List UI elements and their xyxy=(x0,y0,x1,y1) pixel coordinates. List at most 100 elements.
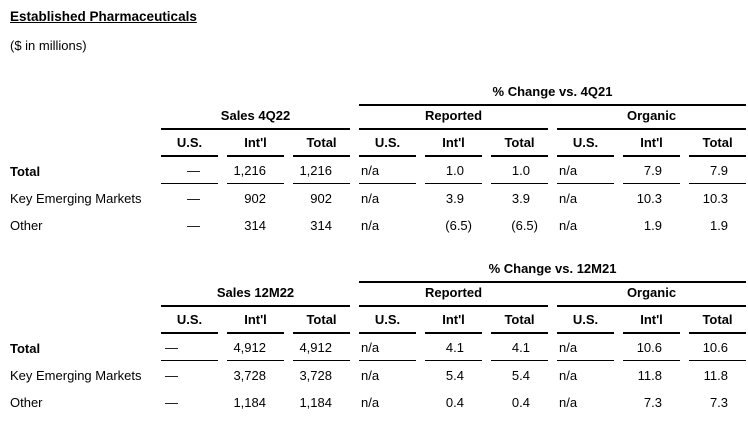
value-cell: — xyxy=(165,395,178,410)
spacer-cell xyxy=(10,257,350,283)
column-header-row: U.S. Int'l Total U.S. Int'l Total U.S. I… xyxy=(10,130,747,157)
row-label: Total xyxy=(10,164,41,179)
value-cell: 10.3 xyxy=(636,191,662,206)
organic-group-header: Organic xyxy=(557,106,747,130)
value-cell: — xyxy=(161,157,218,184)
reported-group-header: Reported xyxy=(359,106,548,130)
value-cell: 3.9 xyxy=(511,191,530,206)
value-cell: 314 xyxy=(244,218,266,233)
value-cell: 7.9 xyxy=(623,157,680,184)
value-cell: 4.1 xyxy=(425,334,482,361)
value-cell: 314 xyxy=(310,218,332,233)
value-cell: n/a xyxy=(359,157,416,184)
value-cell: 7.9 xyxy=(689,157,747,184)
table-row-key-emerging-markets: Key Emerging Markets — 3,728 3,728 n/a 5… xyxy=(10,361,746,388)
value-cell: 902 xyxy=(310,191,332,206)
value-cell: 7.3 xyxy=(643,395,662,410)
spacer-cell xyxy=(10,130,152,157)
col-header-total: Total xyxy=(689,307,747,334)
value-cell: — xyxy=(161,334,218,361)
value-cell: 902 xyxy=(244,191,266,206)
col-header-total: Total xyxy=(293,130,350,157)
table-row-other: Other — 1,184 1,184 n/a 0.4 0.4 n/a 7.3 … xyxy=(10,388,746,415)
row-label: Total xyxy=(10,341,41,356)
value-cell: 1.0 xyxy=(491,157,548,184)
value-cell: n/a xyxy=(359,334,416,361)
group-header-row: Sales 12M22 Reported Organic xyxy=(10,283,747,307)
col-header-intl: Int'l xyxy=(623,307,680,334)
value-cell: — xyxy=(165,368,178,383)
col-header-us: U.S. xyxy=(161,130,218,157)
value-cell: 1,216 xyxy=(227,157,284,184)
row-label: Other xyxy=(10,218,43,233)
change-vs-header: % Change vs. 12M21 xyxy=(359,257,747,283)
value-cell: 10.3 xyxy=(702,191,729,206)
value-cell: 0.4 xyxy=(445,395,464,410)
col-header-us: U.S. xyxy=(557,130,614,157)
value-cell: 3.9 xyxy=(445,191,464,206)
value-cell: 1,184 xyxy=(299,395,332,410)
value-cell: n/a xyxy=(361,368,380,383)
value-cell: 1.0 xyxy=(425,157,482,184)
row-label: Key Emerging Markets xyxy=(10,368,142,383)
table-row-total: Total — 1,216 1,216 n/a 1.0 1.0 n/a 7.9 … xyxy=(10,157,747,184)
page-title: Established Pharmaceuticals xyxy=(10,9,197,24)
column-header-row: U.S. Int'l Total U.S. Int'l Total U.S. I… xyxy=(10,307,747,334)
change-vs-header: % Change vs. 4Q21 xyxy=(359,80,747,106)
col-header-intl: Int'l xyxy=(227,307,284,334)
col-header-us: U.S. xyxy=(359,307,416,334)
value-cell: — xyxy=(187,191,200,206)
sales-group-header: Sales 4Q22 xyxy=(161,106,350,130)
value-cell: n/a xyxy=(559,368,578,383)
sales-table-12m22: % Change vs. 12M21 Sales 12M22 Reported … xyxy=(1,257,748,415)
value-cell: 3,728 xyxy=(299,368,332,383)
spacer-cell xyxy=(10,307,152,334)
change-header-row: % Change vs. 12M21 xyxy=(10,257,747,283)
value-cell: 7.3 xyxy=(709,395,729,410)
value-cell: 1,216 xyxy=(293,157,350,184)
value-cell: n/a xyxy=(361,191,380,206)
organic-group-header: Organic xyxy=(557,283,747,307)
sales-table-4q22: % Change vs. 4Q21 Sales 4Q22 Reported Or… xyxy=(1,80,748,238)
col-header-us: U.S. xyxy=(557,307,614,334)
row-label: Key Emerging Markets xyxy=(10,191,142,206)
col-header-total: Total xyxy=(491,130,548,157)
value-cell: 11.8 xyxy=(703,368,729,383)
col-header-us: U.S. xyxy=(359,130,416,157)
value-cell: 4,912 xyxy=(293,334,350,361)
value-cell: n/a xyxy=(559,191,578,206)
value-cell: 5.4 xyxy=(511,368,530,383)
value-cell: n/a xyxy=(557,334,614,361)
spacer-cell xyxy=(10,283,152,307)
row-label: Other xyxy=(10,395,43,410)
value-cell: (6.5) xyxy=(445,218,472,233)
table-row-total: Total — 4,912 4,912 n/a 4.1 4.1 n/a 10.6… xyxy=(10,334,747,361)
value-cell: 4.1 xyxy=(491,334,548,361)
col-header-intl: Int'l xyxy=(227,130,284,157)
table-row-key-emerging-markets: Key Emerging Markets — 902 902 n/a 3.9 3… xyxy=(10,184,746,211)
col-header-total: Total xyxy=(689,130,747,157)
col-header-total: Total xyxy=(293,307,350,334)
value-cell: 10.6 xyxy=(689,334,747,361)
change-header-row: % Change vs. 4Q21 xyxy=(10,80,747,106)
value-cell: n/a xyxy=(559,218,578,233)
sales-group-header: Sales 12M22 xyxy=(161,283,350,307)
value-cell: 0.4 xyxy=(511,395,530,410)
value-cell: n/a xyxy=(559,395,578,410)
value-cell: 4,912 xyxy=(227,334,284,361)
col-header-intl: Int'l xyxy=(425,130,482,157)
spacer-cell xyxy=(10,80,350,106)
col-header-us: U.S. xyxy=(161,307,218,334)
col-header-total: Total xyxy=(491,307,548,334)
group-header-row: Sales 4Q22 Reported Organic xyxy=(10,106,747,130)
value-cell: n/a xyxy=(557,157,614,184)
value-cell: n/a xyxy=(361,395,380,410)
value-cell: 10.6 xyxy=(623,334,680,361)
table-row-other: Other — 314 314 n/a (6.5) (6.5) n/a 1.9 … xyxy=(10,211,746,238)
reported-group-header: Reported xyxy=(359,283,548,307)
value-cell: 1.9 xyxy=(709,218,729,233)
value-cell: 1,184 xyxy=(233,395,266,410)
spacer-cell xyxy=(10,106,152,130)
col-header-intl: Int'l xyxy=(425,307,482,334)
value-cell: (6.5) xyxy=(511,218,538,233)
